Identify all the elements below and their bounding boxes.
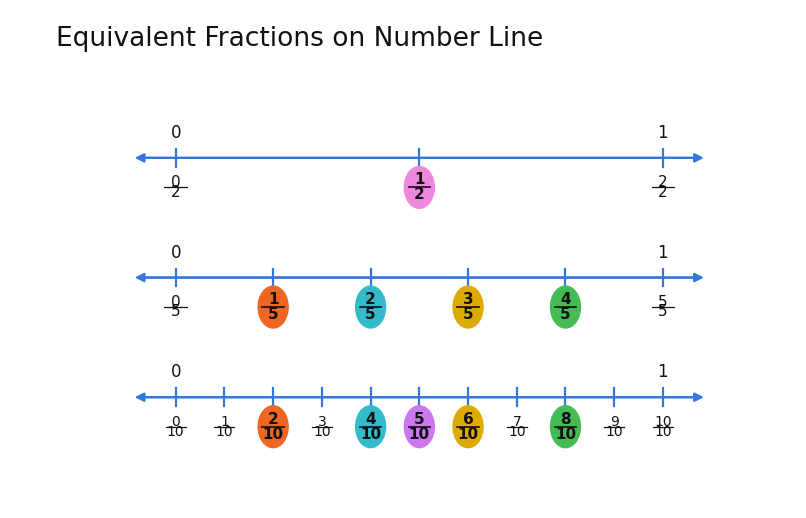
Text: 1: 1 [658,124,668,142]
Text: 1: 1 [268,292,278,307]
Ellipse shape [355,406,385,448]
Text: 2: 2 [659,175,667,190]
Text: 5: 5 [365,307,376,322]
Ellipse shape [405,166,434,208]
Text: 2: 2 [171,185,181,199]
Text: 4: 4 [560,292,571,307]
Ellipse shape [453,286,483,328]
Text: Equivalent Fractions on Number Line: Equivalent Fractions on Number Line [56,26,544,52]
Text: 3: 3 [318,415,326,429]
Text: 7: 7 [513,415,521,429]
Text: 1: 1 [658,243,668,262]
Text: 10: 10 [605,425,623,439]
Text: 10: 10 [508,425,526,439]
Text: 0: 0 [171,295,181,310]
Text: 10: 10 [360,427,381,442]
Text: 5: 5 [560,307,571,322]
Text: 1: 1 [414,172,425,188]
Text: 2: 2 [365,292,376,307]
Text: 0: 0 [170,124,181,142]
Text: 1: 1 [220,415,229,429]
Text: 10: 10 [458,427,479,442]
Ellipse shape [355,286,385,328]
Text: 3: 3 [463,292,473,307]
Text: 5: 5 [171,305,181,319]
Text: 2: 2 [414,188,425,203]
Text: 10: 10 [313,425,330,439]
Text: 10: 10 [167,425,185,439]
Text: 2: 2 [268,412,279,427]
Ellipse shape [405,406,434,448]
Text: 0: 0 [172,415,180,429]
Text: 10: 10 [654,425,671,439]
Text: 10: 10 [409,427,430,442]
Text: 5: 5 [659,305,667,319]
Text: 1: 1 [658,363,668,381]
Text: 10: 10 [263,427,284,442]
Text: 2: 2 [659,185,667,199]
Ellipse shape [550,406,580,448]
Ellipse shape [258,286,289,328]
Text: 8: 8 [560,412,571,427]
Text: 4: 4 [365,412,376,427]
Ellipse shape [453,406,483,448]
Text: 10: 10 [654,415,671,429]
Text: 6: 6 [463,412,473,427]
Text: 0: 0 [171,175,181,190]
Text: 10: 10 [216,425,233,439]
Text: 5: 5 [659,295,667,310]
Text: 0: 0 [170,363,181,381]
Text: 5: 5 [463,307,473,322]
Ellipse shape [258,406,289,448]
Ellipse shape [550,286,580,328]
Text: 10: 10 [555,427,576,442]
Text: 9: 9 [610,415,619,429]
Text: 5: 5 [268,307,278,322]
Text: 0: 0 [170,243,181,262]
Text: 5: 5 [414,412,425,427]
